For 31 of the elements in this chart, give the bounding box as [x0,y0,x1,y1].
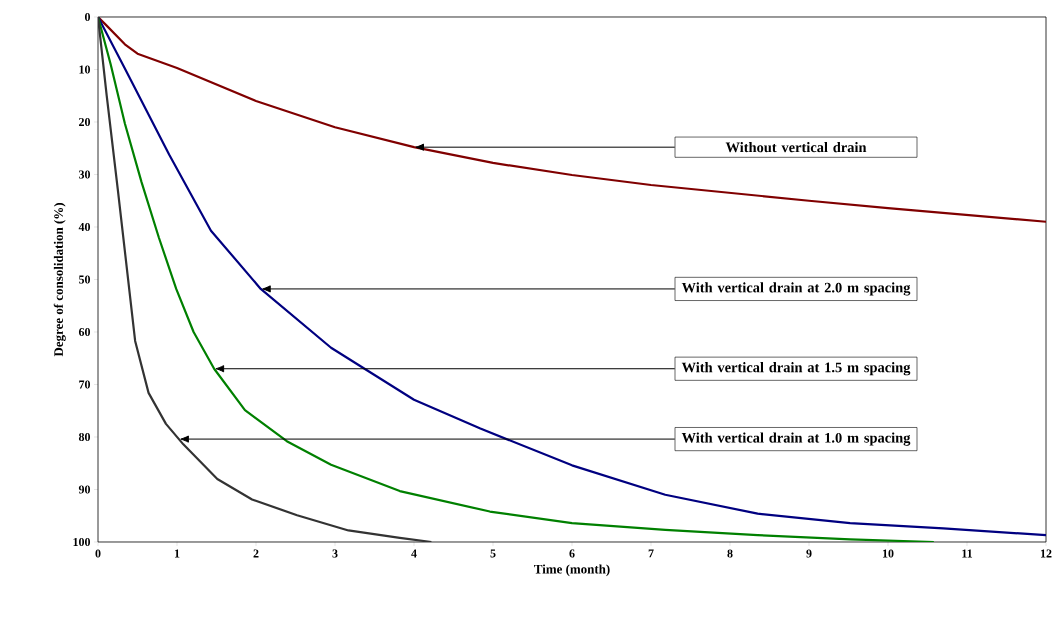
y-tick-label: 60 [78,327,91,337]
x-tick-label: 5 [490,549,496,558]
y-tick-label: 80 [78,432,91,442]
y-tick-label: 0 [84,12,91,22]
x-tick-label: 2 [253,549,259,558]
y-tick-label: 40 [78,222,91,232]
y-tick-label: 100 [73,537,91,547]
x-tick-label: 9 [806,549,812,558]
y-axis-title: Degree of consolidation (%) [53,203,66,357]
x-tick-label: 10 [882,549,894,558]
annotation: Without vertical drain [725,142,867,153]
x-tick-label: 12 [1040,549,1052,558]
y-tick-label: 70 [79,380,91,389]
y-tick-label: 90 [78,485,91,494]
annotation: With vertical drain at 2.0 m spacing [681,282,911,296]
x-tick-label: 7 [648,549,654,558]
x-tick-label: 4 [411,549,417,558]
y-tick-label: 50 [79,275,91,284]
annotation: With vertical drain at 1.5 m spacing [681,362,911,376]
x-tick-label: 11 [962,549,973,558]
x-tick-label: 6 [569,549,575,558]
y-tick-label: 10 [79,65,91,74]
x-axis-title: Time (month) [534,564,610,577]
x-tick-label: 0 [95,549,101,558]
y-tick-label: 20 [79,117,91,127]
x-tick-label: 3 [332,549,338,558]
x-tick-label: 1 [174,549,180,558]
x-tick-label: 8 [727,549,733,558]
annotation: With vertical drain at 1.0 m spacing [681,432,911,446]
y-tick-label: 30 [78,170,91,179]
line-series [98,16,433,542]
